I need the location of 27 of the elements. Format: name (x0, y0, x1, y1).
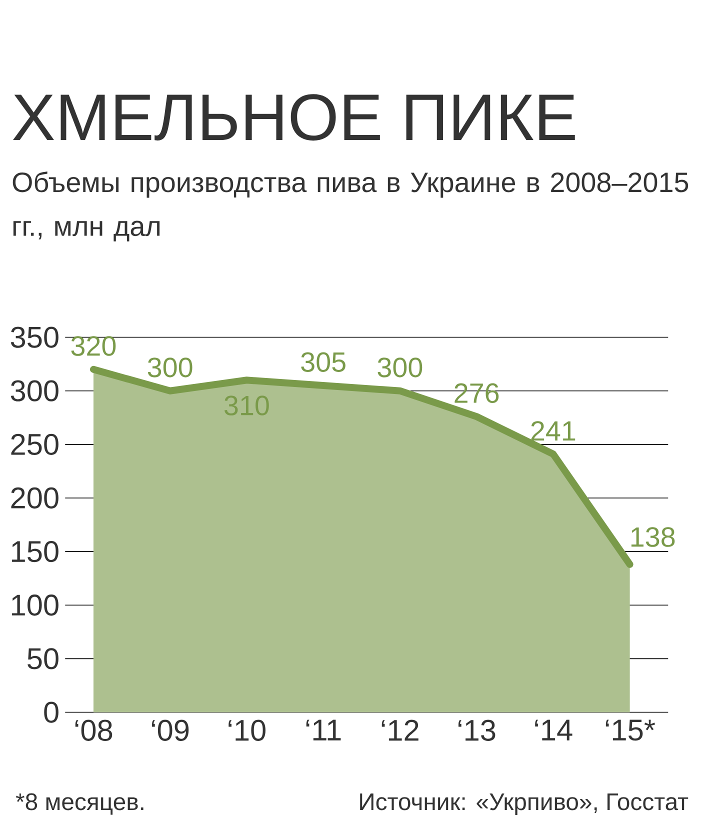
text: *8 месяцев. (16, 793, 144, 815)
data-label: 305 (301, 352, 346, 372)
y-tick-label: 250 (11, 434, 58, 456)
data-label: 310 (224, 396, 269, 416)
x-tick-label: ‘11 (306, 720, 341, 740)
y-tick-label: 100 (12, 594, 58, 616)
x-tick-label: ‘08 (75, 720, 112, 741)
data-label: 320 (71, 336, 116, 356)
x-tick-label: ‘13 (458, 720, 496, 741)
data-label: 138 (631, 527, 675, 547)
x-tick-label: ‘09 (152, 720, 189, 741)
data-label: 241 (531, 421, 576, 441)
y-tick-label: 200 (11, 487, 58, 509)
data-label: 300 (148, 358, 192, 378)
y-tick-label: 50 (28, 648, 58, 670)
x-tick-label: ‘12 (382, 720, 418, 741)
chart-title: ХМЕЛЬНОЕ ПИКЕ (13, 94, 575, 141)
data-label: 300 (378, 358, 422, 378)
chart-subtitle: Объемы производства пива в Украине в 2008–2015 гг., млн дал (12, 172, 688, 242)
y-tick-label: 300 (10, 380, 58, 402)
text: Источник: «Укрпиво», Госстат (360, 794, 688, 815)
y-tick-label: 150 (12, 540, 58, 562)
y-tick-label: 0 (44, 702, 58, 723)
y-tick-label: 350 (10, 326, 58, 348)
x-tick-label: ‘10 (228, 720, 266, 741)
x-tick-label: ‘14 (535, 720, 572, 740)
x-tick-label: ‘15* (606, 720, 656, 741)
